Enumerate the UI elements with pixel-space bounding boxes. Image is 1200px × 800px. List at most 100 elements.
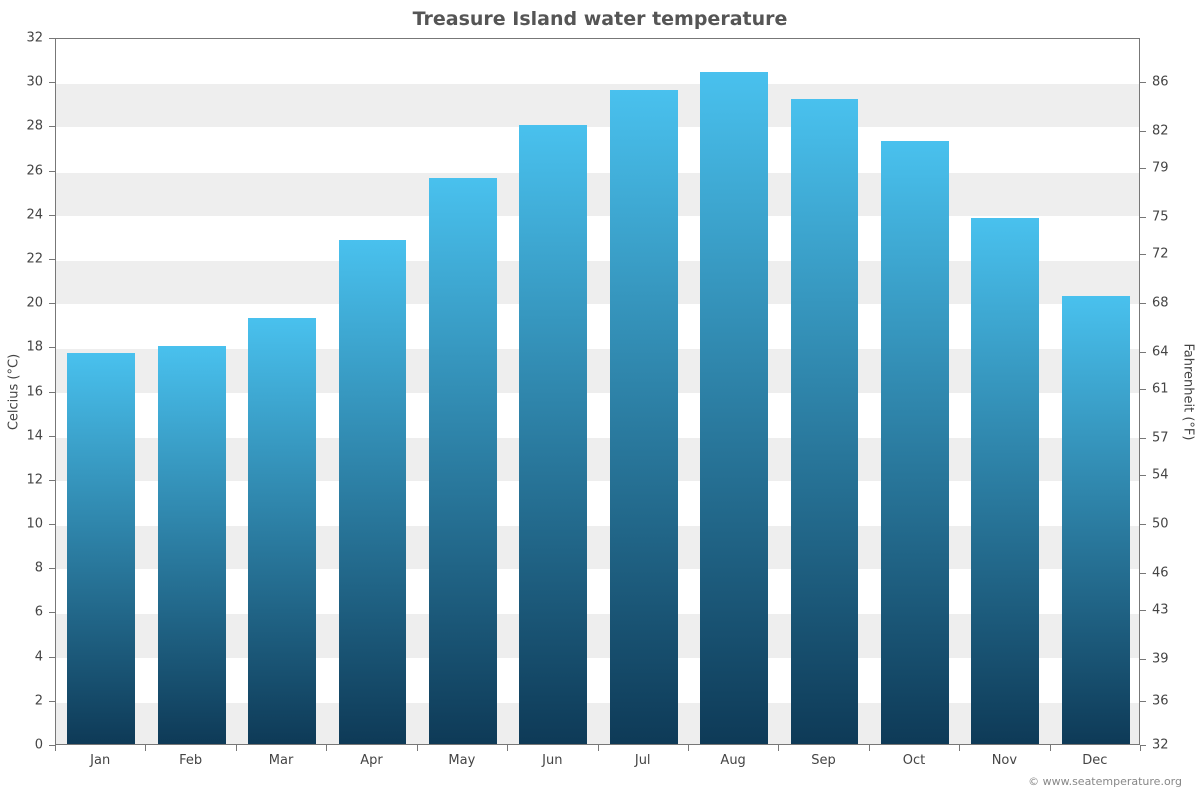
y-tick-right-mark <box>1140 659 1146 660</box>
x-tick-label: May <box>448 753 475 768</box>
y-axis-left-label: Celcius (°C) <box>7 353 22 429</box>
y-tick-right-label: 39 <box>1152 652 1169 667</box>
credit-text: © www.seatemperature.org <box>1028 775 1182 788</box>
bar <box>248 318 316 744</box>
x-tick-mark <box>326 745 327 751</box>
x-tick-mark <box>145 745 146 751</box>
y-tick-left-label: 18 <box>0 340 43 355</box>
y-tick-left-label: 32 <box>0 31 43 46</box>
bar <box>158 346 226 744</box>
x-tick-mark <box>778 745 779 751</box>
y-tick-right-mark <box>1140 82 1146 83</box>
x-tick-mark <box>236 745 237 751</box>
y-tick-left-label: 6 <box>0 605 43 620</box>
x-tick-label: Sep <box>811 753 836 768</box>
y-tick-right-label: 32 <box>1152 738 1169 753</box>
y-tick-left-mark <box>49 568 55 569</box>
x-tick-label: Jul <box>635 753 651 768</box>
y-tick-left-label: 20 <box>0 296 43 311</box>
y-tick-left-label: 12 <box>0 472 43 487</box>
bar <box>519 125 587 744</box>
plot-area <box>55 38 1140 745</box>
y-tick-right-mark <box>1140 303 1146 304</box>
y-tick-left-label: 26 <box>0 163 43 178</box>
chart-container: { "chart": { "type": "bar", "title": "Tr… <box>0 0 1200 800</box>
bars-layer <box>56 39 1139 744</box>
y-tick-right-label: 64 <box>1152 345 1169 360</box>
x-tick-mark <box>417 745 418 751</box>
y-tick-right-mark <box>1140 610 1146 611</box>
y-tick-right-label: 43 <box>1152 602 1169 617</box>
y-tick-left-label: 22 <box>0 251 43 266</box>
x-tick-mark <box>688 745 689 751</box>
y-tick-right-label: 75 <box>1152 210 1169 225</box>
bar <box>700 72 768 744</box>
y-tick-right-mark <box>1140 168 1146 169</box>
bar <box>339 240 407 744</box>
y-tick-left-mark <box>49 303 55 304</box>
y-tick-left-label: 10 <box>0 517 43 532</box>
x-tick-label: Mar <box>269 753 294 768</box>
y-tick-right-mark <box>1140 438 1146 439</box>
x-tick-mark <box>869 745 870 751</box>
y-tick-right-mark <box>1140 131 1146 132</box>
y-tick-left-label: 24 <box>0 207 43 222</box>
y-tick-left-label: 2 <box>0 693 43 708</box>
x-tick-label: Dec <box>1082 753 1107 768</box>
y-tick-right-mark <box>1140 701 1146 702</box>
x-tick-mark <box>1050 745 1051 751</box>
y-tick-left-label: 14 <box>0 428 43 443</box>
y-tick-left-mark <box>49 82 55 83</box>
y-tick-right-label: 61 <box>1152 382 1169 397</box>
y-tick-left-label: 0 <box>0 738 43 753</box>
y-axis-right-label: Fahrenheit (°F) <box>1181 343 1196 440</box>
y-tick-left-label: 30 <box>0 75 43 90</box>
y-tick-right-label: 54 <box>1152 467 1169 482</box>
x-tick-label: Nov <box>992 753 1017 768</box>
bar <box>881 141 949 744</box>
y-tick-left-mark <box>49 392 55 393</box>
y-tick-right-mark <box>1140 475 1146 476</box>
y-tick-left-mark <box>49 171 55 172</box>
y-tick-right-mark <box>1140 389 1146 390</box>
bar <box>610 90 678 744</box>
y-tick-right-label: 72 <box>1152 247 1169 262</box>
y-tick-left-mark <box>49 38 55 39</box>
x-tick-mark <box>507 745 508 751</box>
y-tick-left-label: 28 <box>0 119 43 134</box>
y-tick-left-mark <box>49 259 55 260</box>
y-tick-right-label: 50 <box>1152 517 1169 532</box>
y-tick-right-mark <box>1140 254 1146 255</box>
x-tick-label: Feb <box>179 753 202 768</box>
y-tick-left-mark <box>49 347 55 348</box>
y-tick-left-mark <box>49 480 55 481</box>
y-tick-left-mark <box>49 657 55 658</box>
y-tick-left-mark <box>49 215 55 216</box>
y-tick-right-label: 57 <box>1152 431 1169 446</box>
y-tick-left-label: 4 <box>0 649 43 664</box>
x-tick-mark <box>55 745 56 751</box>
x-tick-mark <box>1140 745 1141 751</box>
y-tick-right-mark <box>1140 524 1146 525</box>
y-tick-right-label: 86 <box>1152 75 1169 90</box>
y-tick-right-label: 82 <box>1152 124 1169 139</box>
y-tick-left-mark <box>49 701 55 702</box>
bar <box>429 178 497 744</box>
bar <box>67 353 135 744</box>
y-tick-left-label: 8 <box>0 561 43 576</box>
y-tick-right-mark <box>1140 573 1146 574</box>
x-tick-label: Jan <box>90 753 110 768</box>
y-tick-right-label: 79 <box>1152 161 1169 176</box>
y-tick-right-label: 46 <box>1152 566 1169 581</box>
x-tick-label: Apr <box>360 753 383 768</box>
x-tick-label: Oct <box>903 753 925 768</box>
bar <box>791 99 859 744</box>
y-tick-right-label: 68 <box>1152 296 1169 311</box>
y-tick-left-mark <box>49 126 55 127</box>
y-tick-left-mark <box>49 612 55 613</box>
bar <box>1062 296 1130 745</box>
x-tick-label: Aug <box>720 753 745 768</box>
chart-title: Treasure Island water temperature <box>0 8 1200 30</box>
bar <box>971 218 1039 744</box>
x-tick-mark <box>598 745 599 751</box>
